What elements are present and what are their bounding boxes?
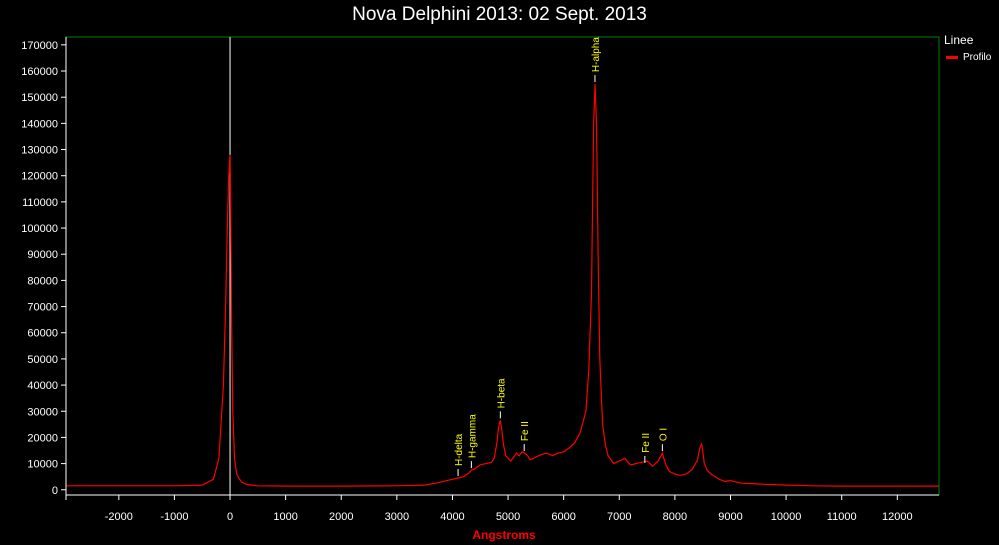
x-tick-label: 5000 [496, 511, 520, 523]
y-axis-ticks: 0 10000 20000 30000 40000 50000 60000 70000 8000… [21, 40, 66, 497]
plot-area-frame [65, 36, 940, 496]
y-tick-label: 90000 [27, 249, 58, 261]
x-tick-label: 8000 [663, 511, 687, 523]
y-tick-label: 20000 [27, 432, 58, 444]
y-tick-label: 150000 [21, 92, 58, 104]
y-tick-label: 30000 [27, 406, 58, 418]
y-tick-label: 100000 [21, 223, 58, 235]
x-tick-label: 4000 [440, 511, 464, 523]
legend-label: Profilo [963, 52, 992, 63]
x-tick-label: 6000 [551, 511, 575, 523]
annotation-label: H-gamma [467, 414, 478, 458]
annotation-label: H-beta [496, 378, 507, 408]
y-tick-label: 70000 [27, 302, 58, 314]
y-tick-label: 140000 [21, 118, 58, 130]
y-tick-label: 60000 [27, 328, 58, 340]
x-tick-label: 7000 [607, 511, 631, 523]
y-tick-label: 10000 [27, 459, 58, 471]
y-tick-label: 120000 [21, 171, 58, 183]
x-tick-label: 3000 [385, 511, 409, 523]
x-axis-ticks: -2000 -1000 0 1000 2000 3000 4000 5000 6000 7000 8… [105, 495, 913, 523]
annotation-label: Fe II [520, 421, 531, 441]
y-tick-label: 50000 [27, 354, 58, 366]
x-tick-label: -2000 [105, 511, 133, 523]
x-tick-label: 0 [227, 511, 233, 523]
legend-item-profilo: Profilo [946, 52, 991, 63]
y-tick-label: 0 [52, 485, 58, 497]
x-tick-label: 9000 [718, 511, 742, 523]
x-tick-label: 12000 [882, 511, 913, 523]
y-tick-label: 170000 [21, 40, 58, 52]
x-tick-label: 10000 [771, 511, 802, 523]
legend-swatch [946, 56, 958, 59]
y-tick-label: 110000 [22, 197, 58, 209]
x-axis-label: Angstroms [472, 528, 536, 542]
x-tick-label: 2000 [329, 511, 353, 523]
chart-title: Nova Delphini 2013: 02 Sept. 2013 [352, 4, 647, 25]
annotation-label: O I [658, 428, 669, 441]
line-annotations: H-delta H-gamma H-beta Fe II H-alpha Fe II O I [454, 37, 669, 476]
annotation-label: H-alpha [591, 37, 602, 72]
y-tick-label: 160000 [21, 66, 58, 78]
series-line-profilo [66, 84, 939, 487]
y-tick-label: 130000 [21, 145, 58, 157]
y-tick-label: 80000 [27, 275, 58, 287]
x-tick-label: 11000 [827, 511, 857, 523]
annotation-label: H-delta [454, 433, 465, 466]
x-tick-label: 1000 [273, 511, 297, 523]
x-tick-label: -1000 [160, 511, 188, 523]
legend-title: Linee [944, 33, 974, 47]
y-tick-label: 40000 [27, 380, 58, 392]
annotation-label: Fe II [641, 433, 652, 453]
